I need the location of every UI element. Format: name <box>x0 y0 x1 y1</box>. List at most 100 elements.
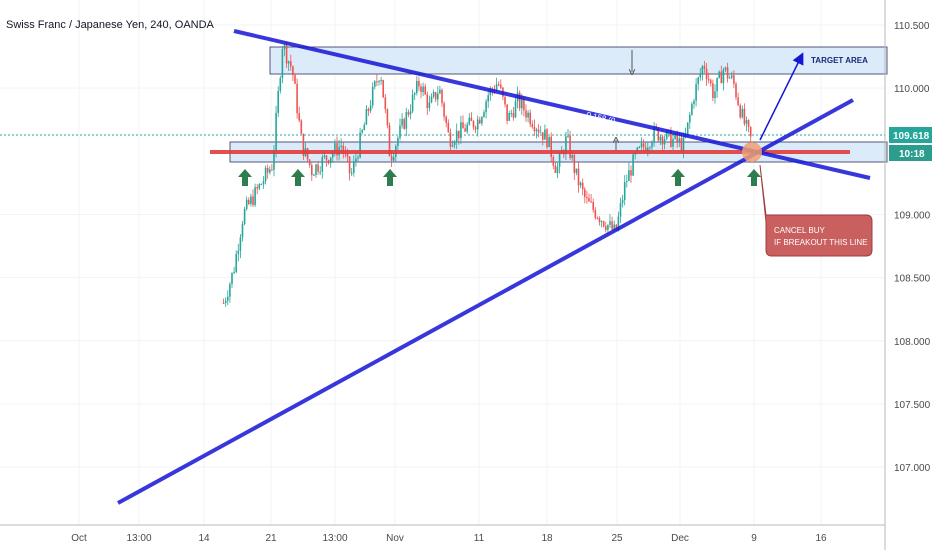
resistance-zone[interactable] <box>269 46 888 75</box>
candle-body <box>550 136 552 158</box>
candle-body <box>422 86 424 93</box>
candle-body <box>401 119 403 126</box>
candle-body <box>508 113 510 121</box>
plot-area[interactable] <box>0 0 885 525</box>
candle-body <box>281 48 284 79</box>
candle-body <box>254 187 256 206</box>
candle-body <box>426 94 429 109</box>
candle-body <box>424 86 426 95</box>
candle-body <box>411 94 414 112</box>
breakout-circle[interactable] <box>742 142 762 162</box>
candle-body <box>712 83 714 99</box>
candle-body <box>388 125 391 157</box>
candle-body <box>682 137 685 151</box>
candle-body <box>437 93 439 100</box>
candle-body <box>464 128 466 132</box>
candle-body <box>260 184 263 186</box>
candle-body <box>229 284 231 297</box>
candle-body <box>598 218 601 222</box>
candle-body <box>227 296 229 301</box>
candle-body <box>407 112 410 115</box>
candle-body <box>313 174 315 176</box>
target-arrow[interactable] <box>759 52 804 141</box>
candle-body <box>451 145 454 147</box>
candle-body <box>455 130 458 143</box>
candle-body <box>386 109 389 126</box>
candle-body <box>737 97 739 106</box>
candle-body <box>542 132 544 140</box>
candle-body <box>317 164 319 172</box>
cancel-callout-line1: CANCEL BUY <box>774 226 825 235</box>
candle-body <box>266 167 269 173</box>
cancel-callout[interactable]: CANCEL BUY IF BREAKOUT THIS LINE <box>759 164 873 257</box>
candle-body <box>617 216 620 231</box>
candle-body <box>252 196 254 206</box>
candle-body <box>613 224 615 230</box>
candle-body <box>321 157 324 172</box>
candle-body <box>365 108 368 125</box>
candle-body <box>701 66 704 75</box>
price-axis[interactable]: 110.500 110.000 109.000 108.500 108.000 107.5… <box>894 21 931 474</box>
candle-body <box>535 129 538 132</box>
candle-body <box>275 112 277 151</box>
time-tick-label: 11 <box>474 533 485 544</box>
candle-body <box>531 124 534 127</box>
candle-body <box>418 80 420 87</box>
candle-body <box>315 164 317 175</box>
candle-body <box>449 132 452 147</box>
candle-body <box>579 182 582 186</box>
candle-body <box>462 122 464 129</box>
candle-body <box>527 112 529 118</box>
candle-body <box>731 75 733 78</box>
candle-body <box>741 108 744 118</box>
candle-body <box>571 155 573 158</box>
time-axis[interactable]: Oct 13:00 14 21 13:00 Nov 11 18 25 Dec 9 16 <box>71 533 827 544</box>
candle-body <box>277 90 279 113</box>
candle-body <box>325 155 328 161</box>
ascending-trendline[interactable] <box>117 98 854 505</box>
candle-body <box>552 157 555 166</box>
candle-body <box>588 198 590 202</box>
candle-body <box>649 147 651 149</box>
candle-body <box>594 209 597 218</box>
candle-body <box>739 105 741 118</box>
candle-body <box>611 221 613 230</box>
cancel-callout-line2: IF BREAKOUT THIS LINE <box>774 238 868 247</box>
candle-body <box>376 81 378 83</box>
candle-body <box>533 126 536 132</box>
price-tick-label: 109.000 <box>894 210 931 221</box>
candle-body <box>628 170 630 182</box>
candle-body <box>292 66 294 76</box>
candle-body <box>554 165 557 173</box>
candle-body <box>546 129 548 148</box>
candle-body <box>472 121 475 128</box>
candle-body <box>504 96 506 105</box>
candle-body <box>749 126 752 137</box>
candle-body <box>518 92 521 109</box>
candle-body <box>720 71 723 84</box>
descending-trendline[interactable] <box>233 29 871 180</box>
candle-body <box>224 300 227 304</box>
candle-body <box>600 221 603 223</box>
candle-body <box>405 112 408 129</box>
candle-body <box>609 221 611 225</box>
candle-body <box>716 77 718 92</box>
candle-body <box>521 99 523 109</box>
candle-body <box>409 111 412 115</box>
candle-body <box>590 201 592 203</box>
candle-body <box>327 160 330 164</box>
candle-body <box>250 196 252 204</box>
candle-body <box>680 138 683 151</box>
candle-body <box>445 116 447 124</box>
candle-body <box>510 113 513 115</box>
candle-body <box>397 137 399 146</box>
candle-body <box>728 77 731 79</box>
price-tick-label: 110.000 <box>894 84 930 95</box>
candle-body <box>298 113 300 121</box>
candle-body <box>697 77 699 85</box>
candle-body <box>231 273 233 285</box>
countdown-value: 10:18 <box>899 149 925 160</box>
candle-body <box>672 138 674 147</box>
candle-body <box>602 221 605 227</box>
